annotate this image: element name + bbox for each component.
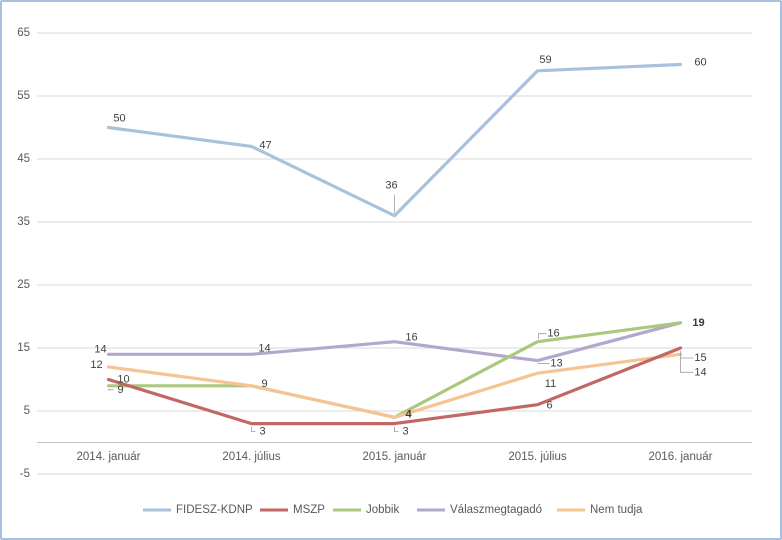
y-tick-label: 35 (17, 216, 30, 228)
legend-label-v-laszmegtagad-: Válaszmegtagadó (450, 504, 542, 516)
legend-label-nem-tudja: Nem tudja (590, 504, 643, 516)
data-label-nem-tudja: 14 (694, 366, 706, 378)
y-axis-labels: -5 5 15 25 35 45 55 65 (17, 27, 30, 480)
gridlines (37, 32, 752, 475)
legend-label-jobbik: Jobbik (366, 504, 399, 516)
label-leader-line (394, 426, 399, 433)
data-label-mszp: 3 (402, 426, 408, 438)
y-tick-label: 65 (17, 27, 30, 39)
y-tick-label: 45 (17, 153, 30, 165)
series-lines (106, 62, 683, 426)
legend-item-fidesz-kdnp: FIDESZ-KDNP (143, 504, 253, 516)
data-label-jobbik: 16 (547, 328, 559, 340)
data-label-fidesz-kdnp: 59 (539, 54, 551, 66)
label-leader-line (251, 426, 256, 433)
legend-item-v-laszmegtagad-: Válaszmegtagadó (417, 504, 542, 516)
data-label-nem-tudja: 11 (545, 378, 556, 390)
x-category-label: 2015. július (508, 451, 566, 463)
label-leader-line (680, 357, 694, 373)
series-line-jobbik (106, 321, 683, 419)
data-label-v-laszmegtagad-: 14 (258, 342, 270, 354)
label-leader-line (108, 388, 114, 391)
series-line-mszp (106, 346, 683, 426)
y-tick-label: 15 (17, 342, 30, 354)
data-label-v-laszmegtagad-: 14 (94, 343, 106, 355)
x-axis-labels: 2014. január 2014. július 2015. január 2015… (77, 451, 713, 463)
data-label-nem-tudja: 12 (90, 359, 102, 371)
data-label-nem-tudja: 9 (261, 378, 267, 390)
label-leader-line (538, 333, 547, 339)
data-label-fidesz-kdnp: 60 (694, 57, 706, 69)
data-label-jobbik: 9 (117, 384, 123, 396)
legend-item-nem-tudja: Nem tudja (557, 504, 643, 516)
series-line-nem-tudja (106, 352, 683, 419)
data-label-mszp: 15 (694, 352, 706, 364)
data-label-mszp: 10 (117, 374, 129, 386)
legend-item-jobbik: Jobbik (333, 504, 399, 516)
data-label-mszp: 6 (546, 400, 552, 412)
data-label-v-laszmegtagad-: 16 (405, 332, 417, 344)
data-label-fidesz-kdnp: 36 (385, 180, 397, 192)
legend-item-mszp: MSZP (260, 504, 325, 516)
y-tick-label: 55 (17, 90, 30, 102)
series-line-fidesz-kdnp (106, 62, 683, 218)
x-category-label: 2014. július (222, 451, 280, 463)
label-leader-line (680, 351, 694, 359)
x-category-label: 2015. január (363, 451, 427, 463)
legend: FIDESZ-KDNP MSZP Jobbik Válaszmegtagadó Nem … (143, 504, 643, 516)
series-line-v-laszmegtagad- (106, 321, 683, 363)
data-label-mszp: 3 (259, 426, 265, 438)
legend-label-mszp: MSZP (293, 504, 325, 516)
legend-label-fidesz-kdnp: FIDESZ-KDNP (176, 504, 253, 516)
y-tick-label: 5 (24, 405, 30, 417)
x-category-label: 2016. január (649, 451, 713, 463)
data-label-v-laszmegtagad-: 13 (550, 358, 562, 370)
data-label-jobbik: 19 (692, 317, 704, 329)
y-tick-label: -5 (20, 468, 30, 480)
data-label-fidesz-kdnp: 50 (113, 113, 125, 125)
y-tick-label: 25 (17, 279, 30, 291)
data-label-nem-tudja: 4 (405, 408, 412, 420)
data-label-fidesz-kdnp: 47 (259, 139, 271, 151)
x-category-label: 2014. január (77, 451, 141, 463)
